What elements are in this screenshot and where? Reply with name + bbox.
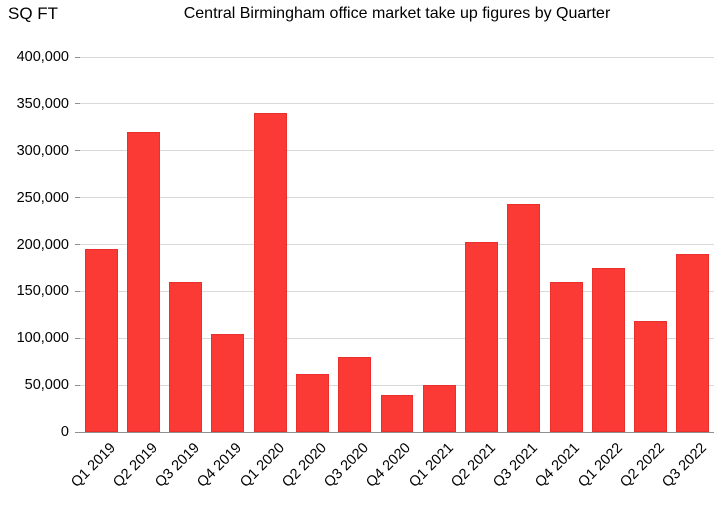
gridline <box>80 56 714 58</box>
bar-q1-2021 <box>422 385 456 432</box>
bar-q4-2019 <box>211 333 245 432</box>
bar-q4-2020 <box>380 394 414 432</box>
y-tick-label: 300,000 <box>16 142 69 159</box>
gridline <box>80 384 714 386</box>
y-tick-label: 0 <box>60 424 69 440</box>
y-axis-tick <box>75 197 80 199</box>
y-axis-tick <box>75 150 80 152</box>
bar-q2-2019 <box>126 132 160 432</box>
y-axis-tick <box>75 244 80 245</box>
bar-q1-2020 <box>253 113 287 432</box>
x-tick-label: Q4 2021 <box>532 440 584 491</box>
y-axis-tick <box>75 103 80 105</box>
y-tick-label: 50,000 <box>24 377 69 394</box>
bar-q3-2022 <box>676 253 710 432</box>
x-tick-label: Q2 2022 <box>617 440 668 491</box>
y-tick-label: 400,000 <box>16 49 69 65</box>
chart-title: Central Birmingham office market take up… <box>183 5 611 22</box>
x-tick-label: Q4 2019 <box>194 440 246 491</box>
x-tick-label: Q3 2022 <box>659 440 711 491</box>
bar-q2-2022 <box>634 321 668 432</box>
bar-q3-2021 <box>507 204 541 432</box>
x-tick-label: Q3 2020 <box>321 440 373 491</box>
bar-q1-2022 <box>591 267 625 432</box>
bar-q3-2019 <box>169 282 203 432</box>
y-tick-label: 100,000 <box>16 330 69 347</box>
x-tick-label: Q3 2021 <box>490 440 542 491</box>
gridline <box>80 244 714 245</box>
gridline <box>80 103 714 105</box>
x-tick-label: Q1 2021 <box>405 440 457 491</box>
y-axis-title: SQ FT <box>8 4 59 23</box>
x-tick-label: Q2 2020 <box>279 440 330 491</box>
gridline <box>80 337 714 339</box>
bar-q1-2019 <box>84 249 118 432</box>
gridline <box>80 290 714 292</box>
y-axis-tick <box>75 384 80 386</box>
x-tick-label: Q3 2019 <box>152 440 203 491</box>
x-axis-line <box>75 432 714 433</box>
y-axis-tick <box>75 337 80 339</box>
x-tick-label: Q2 2021 <box>448 440 499 491</box>
x-tick-label: Q4 2020 <box>363 440 415 491</box>
bar-q4-2021 <box>549 282 583 432</box>
bar-q2-2020 <box>295 373 329 432</box>
bar-q2-2021 <box>465 241 498 432</box>
y-axis-tick <box>75 56 80 58</box>
bar-q3-2020 <box>338 357 372 432</box>
gridline <box>80 197 714 199</box>
y-tick-label: 200,000 <box>16 236 69 253</box>
x-tick-label: Q1 2020 <box>236 440 288 491</box>
y-tick-label: 150,000 <box>16 283 69 300</box>
y-tick-label: 250,000 <box>16 189 69 206</box>
x-tick-label: Q1 2019 <box>67 440 119 491</box>
gridline <box>80 150 714 152</box>
x-tick-label: Q1 2022 <box>574 440 626 491</box>
y-axis-tick <box>75 290 80 292</box>
x-tick-label: Q2 2019 <box>110 440 161 491</box>
y-tick-label: 350,000 <box>16 95 69 112</box>
